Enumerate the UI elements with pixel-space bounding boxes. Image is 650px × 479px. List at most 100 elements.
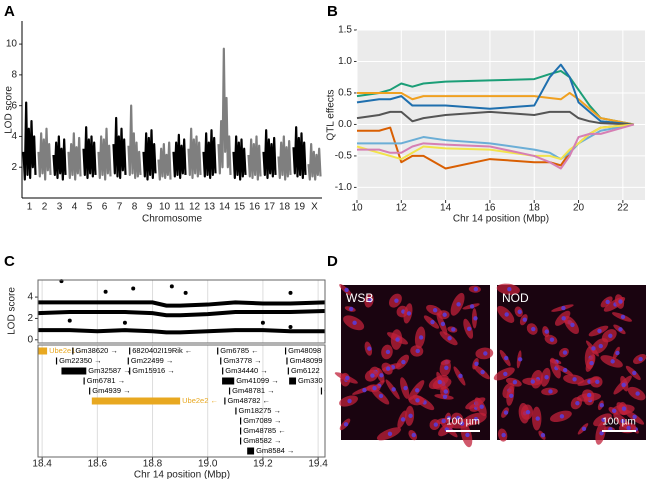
x-tick-label: 18.8 [143,459,163,470]
x-tick-label: 20 [573,203,585,214]
gene [284,347,287,355]
gene-label: 6820402I19Rik ← [132,346,192,355]
nucleus [403,385,408,391]
gene [72,347,74,355]
x-tick-label: 2 [42,202,48,213]
x-tick-label: 19.4 [308,459,328,470]
nucleus [638,356,643,362]
nucleus [626,425,631,431]
gene-label: Gm32587 → [88,366,131,375]
lod-point [67,318,72,323]
y-tick-label: 2 [11,162,17,173]
lod-trace [307,143,322,181]
nucleus [507,287,512,292]
lod-trace [232,135,247,181]
nucleus [391,387,396,392]
gene-label: Gm8584 → [256,446,294,455]
nucleus [504,312,509,317]
nucleus [433,422,439,427]
x-tick-label: 4 [72,202,78,213]
nucleus [561,316,566,321]
nucleus [469,304,475,309]
nucleus [387,431,393,437]
nucleus [379,373,384,378]
nucleus [572,377,577,382]
nucleus [443,389,449,394]
nucleus [548,389,553,394]
gene-label: Gm48781 → [232,386,275,395]
x-tick-label: 18 [279,202,291,213]
x-tick-label: 19.2 [253,459,273,470]
gene-label: Gm22499 → [131,356,174,365]
nucleus [599,403,605,408]
nucleus [544,375,549,380]
effect-line [357,91,635,126]
nucleus [503,355,509,361]
plot-background [357,30,645,200]
nucleus [608,333,613,338]
nucleus [473,286,479,292]
gene [129,367,131,375]
nucleus [509,393,514,399]
x-tick-label: 7 [117,202,123,213]
lod-trace [292,126,307,180]
gene-label: Gm6785 ← [220,346,258,355]
y-tick-label: -1.0 [335,182,353,193]
gene [286,357,288,365]
gene [247,447,255,455]
x-tick-label: 5 [87,202,93,213]
nucleus [466,326,472,331]
nucleus [345,375,350,381]
nucleus [503,371,508,377]
nucleus [441,418,446,424]
lod-trace [277,135,292,181]
nucleus [517,357,523,362]
nucleus [549,337,555,342]
gene [61,367,87,375]
x-tick-label: 22 [617,203,629,214]
nucleus [483,351,488,356]
nucleus [530,379,535,384]
nucleus [406,311,412,316]
nucleus [621,406,627,411]
nucleus [451,327,456,332]
image-label: WSB [346,291,373,305]
nucleus [517,309,522,314]
nucleus [343,422,349,427]
panel-label: B [327,3,338,20]
y-axis-label: QTL effects [326,89,337,140]
gene-label: Gm41099 → [236,376,279,385]
nucleus [385,349,391,355]
nucleus [459,421,465,426]
gene-label: Ube2e1 ← [49,346,85,355]
nucleus [615,350,620,356]
lod-trace [127,104,142,180]
gene-label: Gm7089 → [243,416,281,425]
nucleus [599,430,604,436]
gene [222,367,224,375]
nucleus [432,308,438,313]
lod-trace [202,129,217,180]
nucleus [430,319,435,325]
x-tick-label: 16 [484,203,496,214]
lod-point [122,320,127,325]
gene-label: Gm6781 → [87,376,125,385]
nucleus [621,382,626,388]
x-tick-label: X [311,202,318,213]
x-tick-label: 10 [159,202,171,213]
nucleus [370,373,375,378]
gene-label: Gm34440 → [225,366,268,375]
x-tick-label: 8 [132,202,138,213]
lod-trace [187,127,202,180]
gene [89,387,91,395]
y-tick-label: 0.5 [338,88,352,99]
lod-point [260,320,265,325]
y-tick-label: 0.0 [338,119,352,130]
nucleus [458,373,463,379]
nucleus [632,414,637,420]
lod-trace [217,47,232,175]
gene [240,417,242,425]
scale-bar-label: 100 µm [602,417,636,428]
panel-label: C [4,253,15,270]
